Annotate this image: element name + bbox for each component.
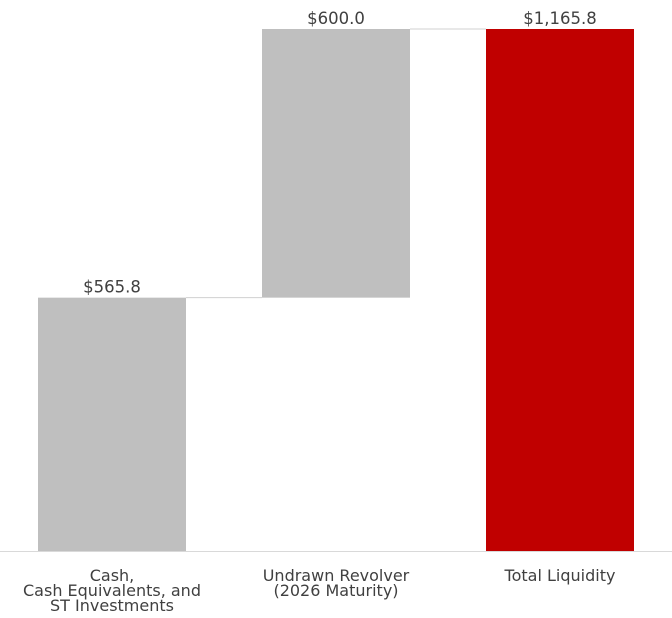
data-label-2: $600.0	[307, 9, 365, 28]
data-labels-layer: $565.8 $600.0 $1,165.8	[83, 9, 597, 297]
category-label-1-line-1: Cash,	[90, 566, 135, 585]
data-label-1: $565.8	[83, 278, 141, 297]
bar-3	[486, 29, 634, 551]
data-label-3: $1,165.8	[523, 9, 596, 28]
connectors-layer	[186, 28, 486, 299]
category-label-3: Total Liquidity	[504, 566, 616, 585]
bar-2	[262, 29, 410, 298]
bars-layer	[38, 29, 634, 551]
category-label-1-line-3: ST Investments	[50, 596, 174, 615]
category-label-3-line-1: Total Liquidity	[504, 566, 616, 585]
category-label-2-line-1: Undrawn Revolver	[263, 566, 410, 585]
category-label-2-line-2: (2026 Maturity)	[273, 581, 398, 600]
category-label-2: Undrawn Revolver (2026 Maturity)	[263, 566, 410, 600]
category-label-1-line-2: Cash Equivalents, and	[23, 581, 201, 600]
category-label-1: Cash, Cash Equivalents, and ST Investments	[23, 566, 201, 615]
bar-1	[38, 297, 186, 551]
category-labels-layer: Cash, Cash Equivalents, and ST Investments…	[23, 566, 615, 615]
